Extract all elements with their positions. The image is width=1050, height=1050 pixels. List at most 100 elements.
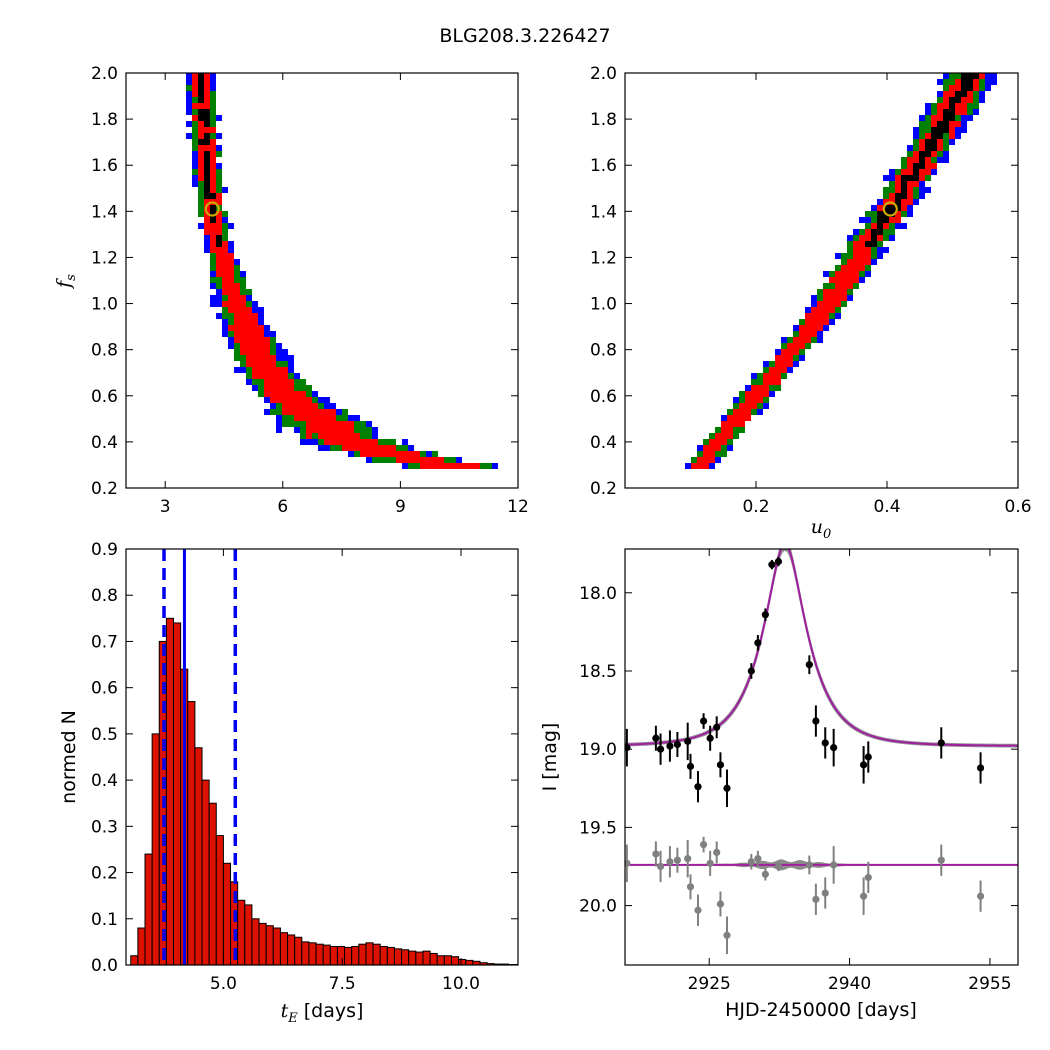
sigma3-cell <box>240 277 246 283</box>
data-point <box>625 744 631 752</box>
sigma4-cell <box>372 433 378 439</box>
sigma2-cell <box>823 319 829 325</box>
sigma3-cell <box>901 211 907 217</box>
sigma4-cell <box>198 223 204 229</box>
sigma2-cell <box>300 397 306 403</box>
sigma2-cell <box>895 211 901 217</box>
sigma3-cell <box>330 445 336 451</box>
sigma3-cell <box>234 355 240 361</box>
sigma3-cell <box>691 457 697 463</box>
sigma4-cell <box>715 457 721 463</box>
sigma2-cell <box>775 361 781 367</box>
y-tick-label: 0.6 <box>91 387 118 407</box>
sigma2-cell <box>228 289 234 295</box>
sigma2-cell <box>823 289 829 295</box>
sigma4-cell <box>865 271 871 277</box>
sigma2-cell <box>264 343 270 349</box>
sigma4-cell <box>943 73 949 79</box>
sigma4-cell <box>216 163 222 169</box>
sigma3-cell <box>883 229 889 235</box>
sigma2-cell <box>372 445 378 451</box>
sigma2-cell <box>847 271 853 277</box>
sigma2-cell <box>258 337 264 343</box>
sigma1-cell <box>198 115 204 121</box>
sigma4-cell <box>216 301 222 307</box>
sigma1-cell <box>204 121 210 127</box>
sigma4-cell <box>835 253 841 259</box>
sigma4-cell <box>210 301 216 307</box>
sigma2-cell <box>703 463 709 469</box>
sigma2-cell <box>354 445 360 451</box>
sigma3-cell <box>805 343 811 349</box>
sigma3-cell <box>919 121 925 127</box>
sigma3-cell <box>829 313 835 319</box>
sigma2-cell <box>384 445 390 451</box>
y-tick-label: 0.1 <box>91 910 118 930</box>
sigma2-cell <box>234 307 240 313</box>
x-tick-label: 10.0 <box>442 974 480 994</box>
sigma2-cell <box>246 349 252 355</box>
sigma4-cell <box>883 247 889 253</box>
sigma1-cell <box>949 115 955 121</box>
sigma2-cell <box>360 451 366 457</box>
histogram-bar <box>265 925 274 965</box>
sigma3-cell <box>270 349 276 355</box>
sigma1-cell <box>913 169 919 175</box>
sigma2-cell <box>907 157 913 163</box>
y-tick-label: 1.4 <box>91 202 118 222</box>
sigma4-cell <box>709 463 715 469</box>
sigma2-cell <box>252 337 258 343</box>
sigma2-cell <box>841 283 847 289</box>
sigma3-cell <box>889 181 895 187</box>
fs-vs-u0-panel: 0.2 0.4 0.6 0.2 0.4 0.6 0.8 1.0 1.2 1.4 1.6 1.8 2.0 u… <box>590 64 1032 542</box>
sigma2-cell <box>252 319 258 325</box>
sigma2-cell <box>901 169 907 175</box>
sigma2-cell <box>883 199 889 205</box>
sigma2-cell <box>198 163 204 169</box>
sigma2-cell <box>865 229 871 235</box>
sigma2-cell <box>697 457 703 463</box>
sigma2-cell <box>781 349 787 355</box>
sigma1-cell <box>955 91 961 97</box>
sigma3-cell <box>733 427 739 433</box>
sigma4-cell <box>426 451 432 457</box>
sigma2-cell <box>258 361 264 367</box>
sigma1-cell <box>967 85 973 91</box>
sigma2-cell <box>799 331 805 337</box>
sigma2-cell <box>234 295 240 301</box>
residual-point <box>656 862 665 871</box>
sigma2-cell <box>306 421 312 427</box>
sigma2-cell <box>240 301 246 307</box>
sigma4-cell <box>799 355 805 361</box>
sigma4-cell <box>222 331 228 337</box>
sigma2-cell <box>228 325 234 331</box>
sigma2-cell <box>835 277 841 283</box>
sigma2-cell <box>811 325 817 331</box>
sigma2-cell <box>204 229 210 235</box>
sigma2-cell <box>336 427 342 433</box>
histogram-bar <box>279 932 289 965</box>
sigma3-cell <box>739 427 745 433</box>
sigma4-cell <box>240 367 246 373</box>
sigma2-cell <box>330 439 336 445</box>
sigma4-cell <box>889 175 895 181</box>
sigma3-cell <box>877 241 883 247</box>
sigma3-cell <box>757 373 763 379</box>
sigma2-cell <box>432 463 438 469</box>
residual-point <box>747 858 755 866</box>
sigma2-cell <box>234 337 240 343</box>
x-tick-label: 2955 <box>968 974 1011 994</box>
sigma2-cell <box>757 397 763 403</box>
histogram-bar <box>351 946 360 965</box>
sigma2-cell <box>270 379 276 385</box>
sigma1-cell <box>931 145 937 151</box>
sigma2-cell <box>799 325 805 331</box>
sigma2-cell <box>210 163 216 169</box>
y-tick-label: 0.3 <box>91 817 118 837</box>
residual-point <box>774 862 783 871</box>
sigma4-cell <box>228 343 234 349</box>
sigma3-cell <box>384 439 390 445</box>
sigma2-cell <box>733 421 739 427</box>
sigma3-cell <box>216 187 222 193</box>
sigma3-cell <box>192 127 198 133</box>
